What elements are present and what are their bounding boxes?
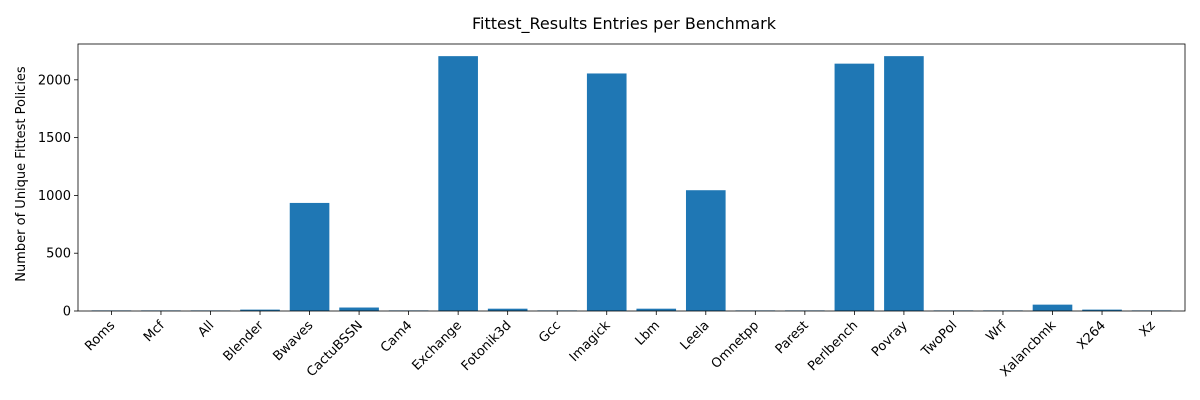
plot-frame [77, 43, 1186, 312]
x-tick-label: Cam4 [378, 318, 415, 355]
x-tick-label: Bwaves [270, 318, 316, 364]
bar-imagick [586, 73, 627, 311]
x-tick-label: Gcc [536, 318, 564, 346]
x-tick-label: Fotonik3d [459, 318, 515, 374]
x-tick-label: Roms [82, 318, 118, 354]
x-tick-label: Imagick [567, 318, 614, 365]
x-tick-label: Wrf [983, 318, 1010, 345]
x-tick-label: X264 [1074, 318, 1108, 352]
bar-blender [240, 309, 280, 311]
x-tick-label: Xz [1137, 318, 1159, 340]
bar-x264 [1082, 309, 1122, 311]
y-tick-label: 2000 [38, 73, 71, 88]
bar-lbm [636, 308, 677, 311]
x-tick-label: Leela [678, 318, 713, 353]
x-tick-label: Blender [221, 318, 268, 365]
y-tick-label: 0 [63, 305, 71, 320]
bar-fotonik3d [487, 308, 528, 311]
x-tick-label: All [195, 318, 217, 340]
x-tick-label: Povray [869, 318, 911, 360]
x-tick-label: Mcf [141, 318, 168, 345]
bar-exchange [438, 56, 478, 311]
x-tick-label: Lbm [633, 318, 664, 349]
bar-xalancbmk [1032, 304, 1073, 311]
bar-perlbench [834, 63, 875, 312]
bar-povray [884, 56, 924, 311]
x-tick-label: Perlbench [805, 318, 861, 374]
bar-bwaves [289, 202, 330, 311]
x-tick-label: Parest [773, 318, 812, 357]
y-tick-label: 1500 [38, 131, 71, 146]
x-tick-label: TwoPol [918, 318, 960, 360]
chart-title: Fittest_Results Entries per Benchmark [472, 14, 777, 34]
y-tick-label: 500 [46, 247, 71, 262]
x-tick-label: Omnetpp [709, 318, 763, 372]
y-axis-label: Number of Unique Fittest Policies [14, 66, 29, 282]
bar-leela [685, 190, 726, 311]
bar-cactubssn [339, 307, 379, 311]
y-tick-label: 1000 [38, 189, 71, 204]
x-tick-label: Exchange [409, 318, 465, 374]
